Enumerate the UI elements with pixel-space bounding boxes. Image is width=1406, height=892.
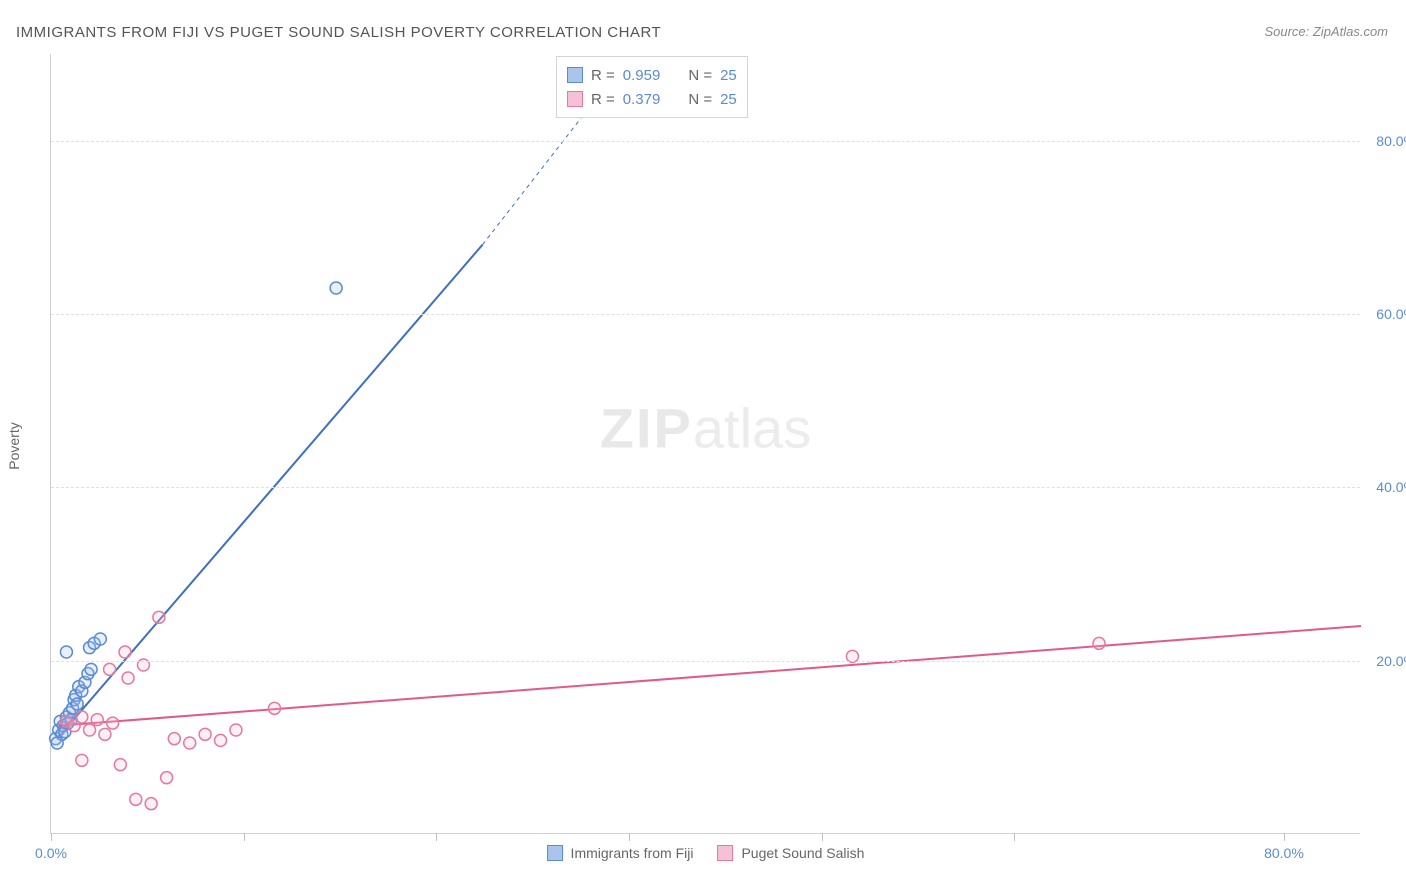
legend-series: Immigrants from Fiji Puget Sound Salish [547, 845, 865, 861]
plot-area: ZIPatlas R = 0.959N = 25R = 0.379N = 25 … [50, 54, 1360, 834]
data-point [84, 724, 96, 736]
gridline [51, 141, 1360, 142]
data-point [145, 798, 157, 810]
data-point [215, 734, 227, 746]
x-tick [51, 833, 52, 841]
data-point [51, 737, 63, 749]
legend-series-label: Puget Sound Salish [741, 845, 864, 861]
y-tick-label: 20.0% [1366, 653, 1406, 669]
legend-r-value: 0.959 [623, 67, 661, 84]
x-tick-label: 0.0% [35, 845, 67, 861]
legend-series-label: Immigrants from Fiji [571, 845, 694, 861]
x-tick [1284, 833, 1285, 841]
legend-series-item: Puget Sound Salish [717, 845, 864, 861]
source-attribution: Source: ZipAtlas.com [1264, 24, 1388, 39]
gridline [51, 314, 1360, 315]
legend-swatch [547, 845, 563, 861]
legend-n-value: 25 [720, 67, 737, 84]
x-tick [629, 833, 630, 841]
legend-n-value: 25 [720, 91, 737, 108]
y-tick-label: 40.0% [1366, 479, 1406, 495]
data-point [76, 711, 88, 723]
legend-n-label: N = [688, 67, 712, 84]
data-point [199, 728, 211, 740]
y-tick-label: 80.0% [1366, 133, 1406, 149]
data-point [122, 672, 134, 684]
data-point [168, 733, 180, 745]
data-point [104, 663, 116, 675]
legend-swatch [567, 67, 583, 83]
chart-svg [51, 54, 1360, 833]
data-point [91, 714, 103, 726]
trend-line [59, 626, 1361, 726]
data-point [71, 698, 83, 710]
data-point [76, 754, 88, 766]
data-point [94, 633, 106, 645]
data-point [107, 717, 119, 729]
legend-r-label: R = [591, 67, 615, 84]
data-point [114, 759, 126, 771]
x-tick-label: 80.0% [1264, 845, 1304, 861]
data-point [184, 737, 196, 749]
data-point [99, 728, 111, 740]
chart-title: IMMIGRANTS FROM FIJI VS PUGET SOUND SALI… [16, 24, 661, 41]
trend-line [57, 245, 482, 739]
legend-n-label: N = [688, 91, 712, 108]
data-point [1093, 637, 1105, 649]
legend-swatch [717, 845, 733, 861]
gridline [51, 487, 1360, 488]
legend-series-item: Immigrants from Fiji [547, 845, 694, 861]
data-point [268, 702, 280, 714]
x-tick [436, 833, 437, 841]
data-point [161, 772, 173, 784]
x-tick [244, 833, 245, 841]
x-tick [1014, 833, 1015, 841]
gridline [51, 661, 1360, 662]
y-axis-label: Poverty [6, 422, 22, 469]
data-point [153, 611, 165, 623]
legend-swatch [567, 91, 583, 107]
data-point [130, 793, 142, 805]
data-point [330, 282, 342, 294]
legend-correlation: R = 0.959 N = 25 R = 0.379 N = 25 [556, 56, 748, 118]
data-point [60, 646, 72, 658]
x-tick [822, 833, 823, 841]
data-point [85, 663, 97, 675]
data-point [119, 646, 131, 658]
trend-line-extrapolated [483, 106, 591, 245]
legend-r-label: R = [591, 91, 615, 108]
legend-row: R = 0.959 N = 25 [567, 63, 737, 87]
legend-row: R = 0.379 N = 25 [567, 87, 737, 111]
y-tick-label: 60.0% [1366, 306, 1406, 322]
data-point [230, 724, 242, 736]
legend-r-value: 0.379 [623, 91, 661, 108]
